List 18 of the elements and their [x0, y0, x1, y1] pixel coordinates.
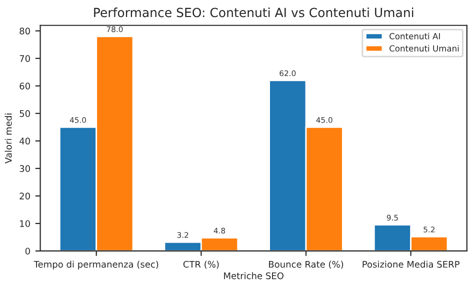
x-tick-label: Posizione Media SERP: [362, 260, 460, 268]
legend-label: Contenuti AI: [390, 32, 440, 40]
chart-title: Performance SEO: Contenuti AI vs Contenuti Umani: [94, 8, 414, 18]
y-tick-label: 30: [20, 165, 30, 172]
y-tick-label: 60: [20, 82, 30, 90]
y-axis-title: Valori medi: [4, 114, 12, 164]
y-tick-label: 20: [20, 192, 30, 200]
x-tick-label: CTR (%): [183, 260, 219, 269]
y-tick-label: 80: [20, 28, 30, 34]
x-axis-title: Metriche SEO: [224, 272, 284, 280]
legend-label: Contenuti Umani: [390, 45, 459, 52]
y-tick-label: 10: [20, 220, 30, 228]
y-tick-label: 0: [25, 248, 30, 255]
y-tick-label: 70: [20, 55, 30, 62]
y-tick-label: 40: [20, 138, 30, 144]
y-tick-label: 50: [20, 110, 30, 117]
x-tick-label: Bounce Rate (%): [269, 260, 344, 269]
x-tick-label: Tempo di permanenza (sec): [34, 260, 158, 270]
